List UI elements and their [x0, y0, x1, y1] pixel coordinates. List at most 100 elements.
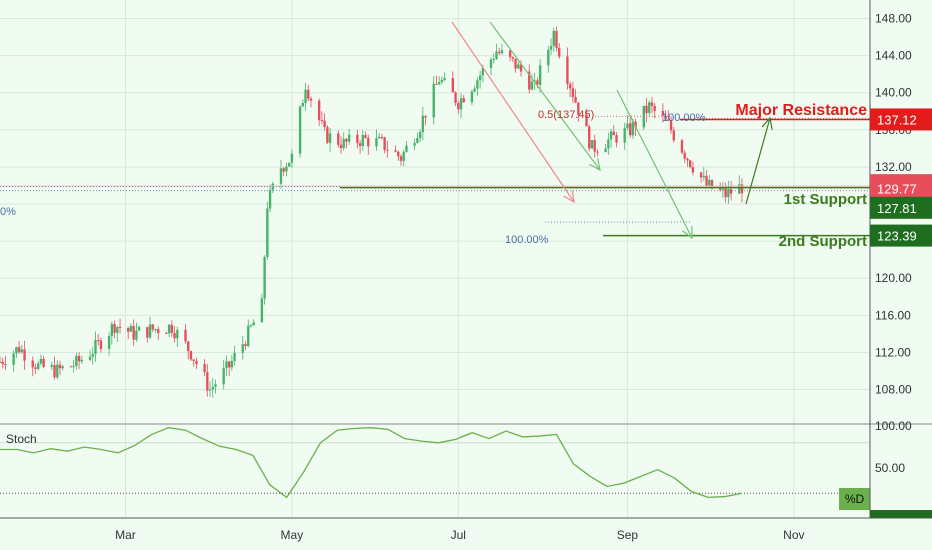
y-tick-label-9: 112.00: [875, 345, 911, 359]
candle-body: [585, 114, 588, 127]
price-box-major-resistance: [870, 108, 932, 131]
candle-body: [438, 82, 441, 85]
candle-body: [519, 64, 523, 72]
candle-body: [61, 366, 64, 369]
candle-body: [724, 188, 727, 198]
candle-body: [702, 175, 705, 178]
arrow-green-2-head: [682, 225, 693, 240]
candle-body: [328, 133, 332, 143]
candle-body: [222, 368, 225, 385]
candle-body: [227, 361, 231, 368]
y-tick-label-7: 120.00: [875, 271, 912, 285]
candle-body: [146, 327, 149, 338]
label-fib-half: 0.5(137.45): [538, 109, 594, 121]
candle-body: [244, 344, 247, 347]
label-second-support: 2nd Support: [779, 233, 867, 250]
candle-body: [634, 121, 637, 128]
arrow-dark-green-head: [761, 116, 773, 130]
candle-body: [214, 384, 217, 387]
candle-body: [459, 98, 463, 110]
candle-body: [511, 57, 515, 59]
y-tick-label-8: 116.00: [875, 308, 911, 322]
price-box-label-major-resistance: 137.12: [877, 112, 917, 127]
candle-body: [167, 324, 171, 334]
candle-body: [154, 329, 157, 331]
stoch-d-label: %D: [845, 492, 865, 506]
candle-body: [517, 64, 520, 69]
price-box-2nd-support: [870, 224, 932, 247]
stoch-tick-label-0: 100.00: [875, 419, 912, 433]
y-tick-label-4: 132.00: [875, 160, 912, 174]
candle-body: [195, 361, 198, 365]
candle-body: [653, 105, 656, 111]
candle-body: [495, 51, 498, 60]
arrow-green-2: [616, 89, 693, 239]
candle-body: [23, 349, 26, 361]
arrow-red: [451, 21, 575, 203]
candle-body: [110, 323, 114, 336]
candle-body: [691, 167, 695, 173]
candle-body: [628, 123, 632, 136]
label-left-pct: 0%: [0, 206, 16, 218]
candle-body: [247, 325, 250, 347]
candle-body: [667, 119, 670, 121]
candle-body: [413, 142, 416, 146]
price-box-label-2nd-support: 123.39: [877, 229, 917, 244]
candle-body: [58, 364, 62, 369]
candle-body: [481, 68, 485, 76]
candle-body: [339, 144, 343, 149]
candle-body: [266, 208, 269, 257]
candle-body: [399, 156, 403, 161]
stoch-axis-box: [870, 510, 932, 518]
candle-body: [307, 89, 310, 99]
candle-body: [157, 329, 160, 333]
stoch-d-badge: [839, 488, 870, 510]
y-tick-label-10: 108.00: [875, 383, 912, 397]
candle-body: [547, 49, 550, 66]
candle-body: [405, 145, 408, 152]
y-tick-label-0: 148.00: [875, 12, 912, 26]
x-tick-label-1: May: [281, 528, 304, 542]
candle-body: [113, 323, 116, 333]
candle-body: [176, 329, 179, 339]
candle-body: [380, 137, 384, 139]
x-tick-label-3: Sep: [617, 528, 639, 542]
candle-body: [0, 361, 2, 363]
candle-body: [230, 360, 234, 368]
overlays: Major Resistance 1st Support 2nd Support 0.…: [0, 21, 870, 250]
candle-body: [609, 131, 613, 140]
candle-body: [661, 110, 665, 116]
candle-body: [279, 168, 283, 184]
candle-body: [94, 339, 97, 354]
candle-body: [568, 83, 572, 89]
candle-body: [476, 80, 479, 89]
candle-body: [462, 98, 465, 103]
candle-body: [631, 121, 635, 136]
candle-body: [424, 115, 427, 118]
candle-body: [320, 120, 324, 122]
candle-body: [69, 366, 73, 368]
candle-body: [317, 100, 321, 121]
candle-body: [31, 360, 34, 368]
candle-body: [577, 102, 580, 115]
candle-body: [478, 75, 482, 81]
candle-body: [738, 184, 741, 194]
candle-body: [309, 98, 313, 101]
candle-body: [416, 138, 419, 143]
arrow-dark-green: [745, 117, 771, 205]
candle-body: [650, 102, 654, 106]
candle-body: [607, 139, 610, 149]
candle-body: [129, 325, 133, 332]
candle-body: [165, 332, 168, 334]
candle-body: [148, 324, 152, 338]
candle-body: [574, 97, 577, 103]
candle-body: [727, 189, 730, 198]
candle-body: [206, 372, 209, 391]
candle-body: [91, 353, 94, 357]
candle-body: [508, 50, 512, 58]
candle-body: [151, 324, 154, 330]
candle-body: [533, 80, 536, 82]
candle-body: [648, 102, 651, 114]
candle-body: [361, 135, 364, 147]
